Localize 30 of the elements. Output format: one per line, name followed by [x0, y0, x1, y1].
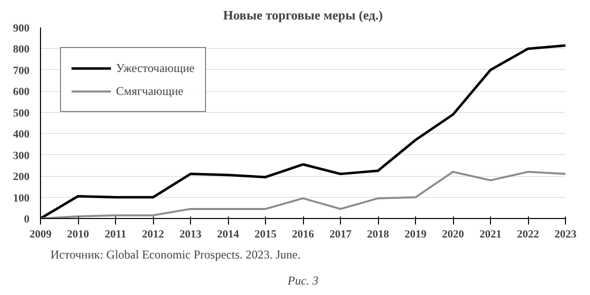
x-tick-label: 2014	[217, 228, 240, 240]
x-tick-label: 2021	[480, 228, 502, 240]
x-tick-label: 2017	[330, 228, 352, 240]
x-tick-label: 2016	[292, 228, 314, 240]
y-tick-label: 300	[13, 150, 30, 162]
legend-label: Смягчающие	[116, 84, 184, 98]
y-tick-label: 900	[13, 22, 30, 34]
y-tick-label: 500	[13, 107, 30, 120]
x-tick-label: 2011	[104, 228, 126, 240]
legend-label: Ужесточающие	[116, 60, 195, 76]
y-tick-label: 400	[13, 128, 30, 141]
x-tick-label: 2023	[554, 228, 577, 240]
x-tick-label: 2012	[142, 228, 164, 240]
x-tick-label: 2022	[517, 228, 540, 240]
x-tick-label: 2009	[30, 228, 52, 240]
y-tick-label: 700	[13, 64, 30, 77]
x-tick-label: 2018	[367, 228, 390, 240]
x-tick-label: 2019	[404, 228, 427, 240]
y-tick-label: 0	[24, 214, 30, 226]
chart-title: Новые торговые меры (ед.)	[223, 8, 383, 22]
y-tick-label: 100	[13, 192, 30, 204]
x-tick-label: 2020	[442, 228, 464, 240]
x-tick-label: 2013	[180, 228, 202, 240]
y-tick-label: 200	[13, 171, 30, 184]
x-tick-label: 2015	[254, 228, 277, 240]
y-tick-label: 600	[13, 86, 30, 98]
text: Источник: Global Economic Prospects. 2023. June.	[50, 248, 301, 262]
x-tick-label: 2010	[67, 228, 90, 240]
y-tick-label: 800	[13, 44, 30, 56]
text: Рис. 3	[286, 274, 318, 288]
